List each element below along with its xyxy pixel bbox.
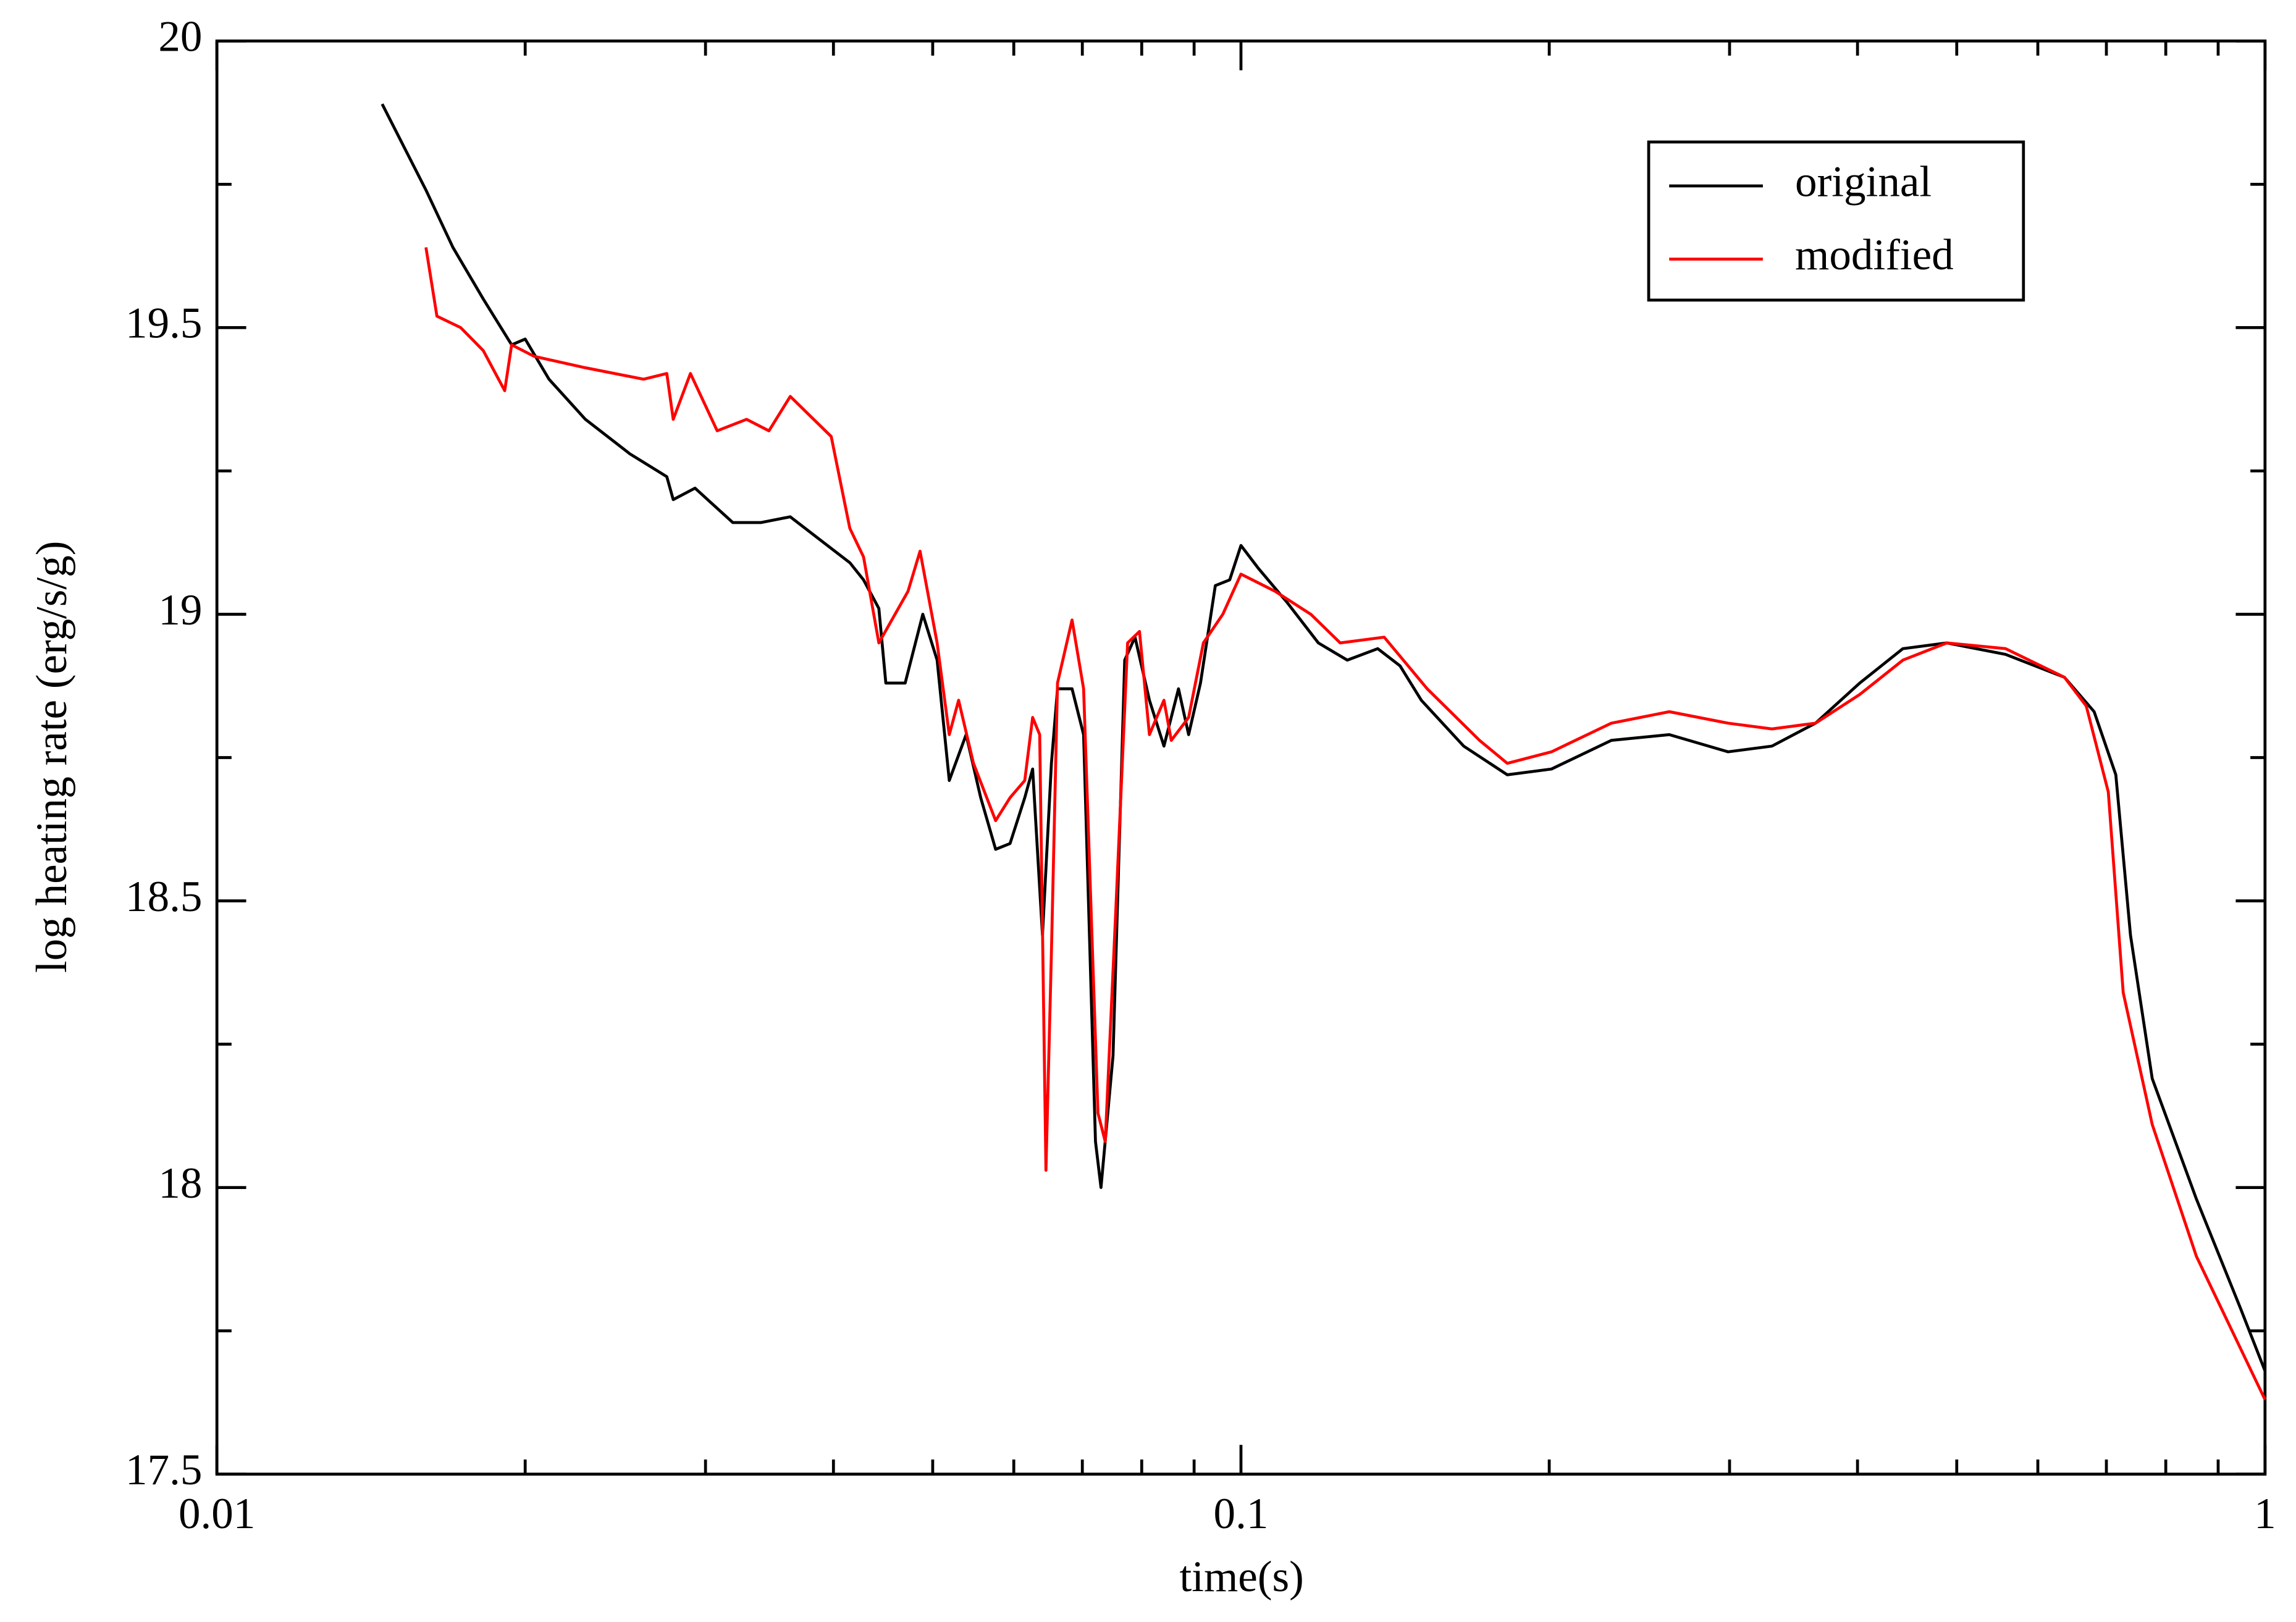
y-tick-label: 18.5: [125, 873, 202, 921]
x-tick-label: 0.01: [179, 1490, 255, 1538]
y-tick-label: 18: [158, 1159, 202, 1208]
series-line: [424, 247, 2266, 1400]
y-tick-label: 19.5: [125, 300, 202, 348]
y-tick-label: 19: [158, 586, 202, 634]
x-tick-label: 1: [2254, 1490, 2276, 1538]
y-tick-label: 20: [158, 13, 202, 61]
x-axis-label: time(s): [1179, 1553, 1303, 1601]
legend-label: modified: [1795, 231, 1954, 279]
y-axis-label: log heating rate (erg/s/g): [28, 541, 76, 973]
x-tick-label: 0.1: [1214, 1490, 1269, 1538]
legend-box: [1647, 140, 2025, 302]
legend-label: original: [1795, 158, 1932, 206]
y-tick-label: 17.5: [125, 1446, 202, 1494]
series-line: [381, 103, 2267, 1372]
